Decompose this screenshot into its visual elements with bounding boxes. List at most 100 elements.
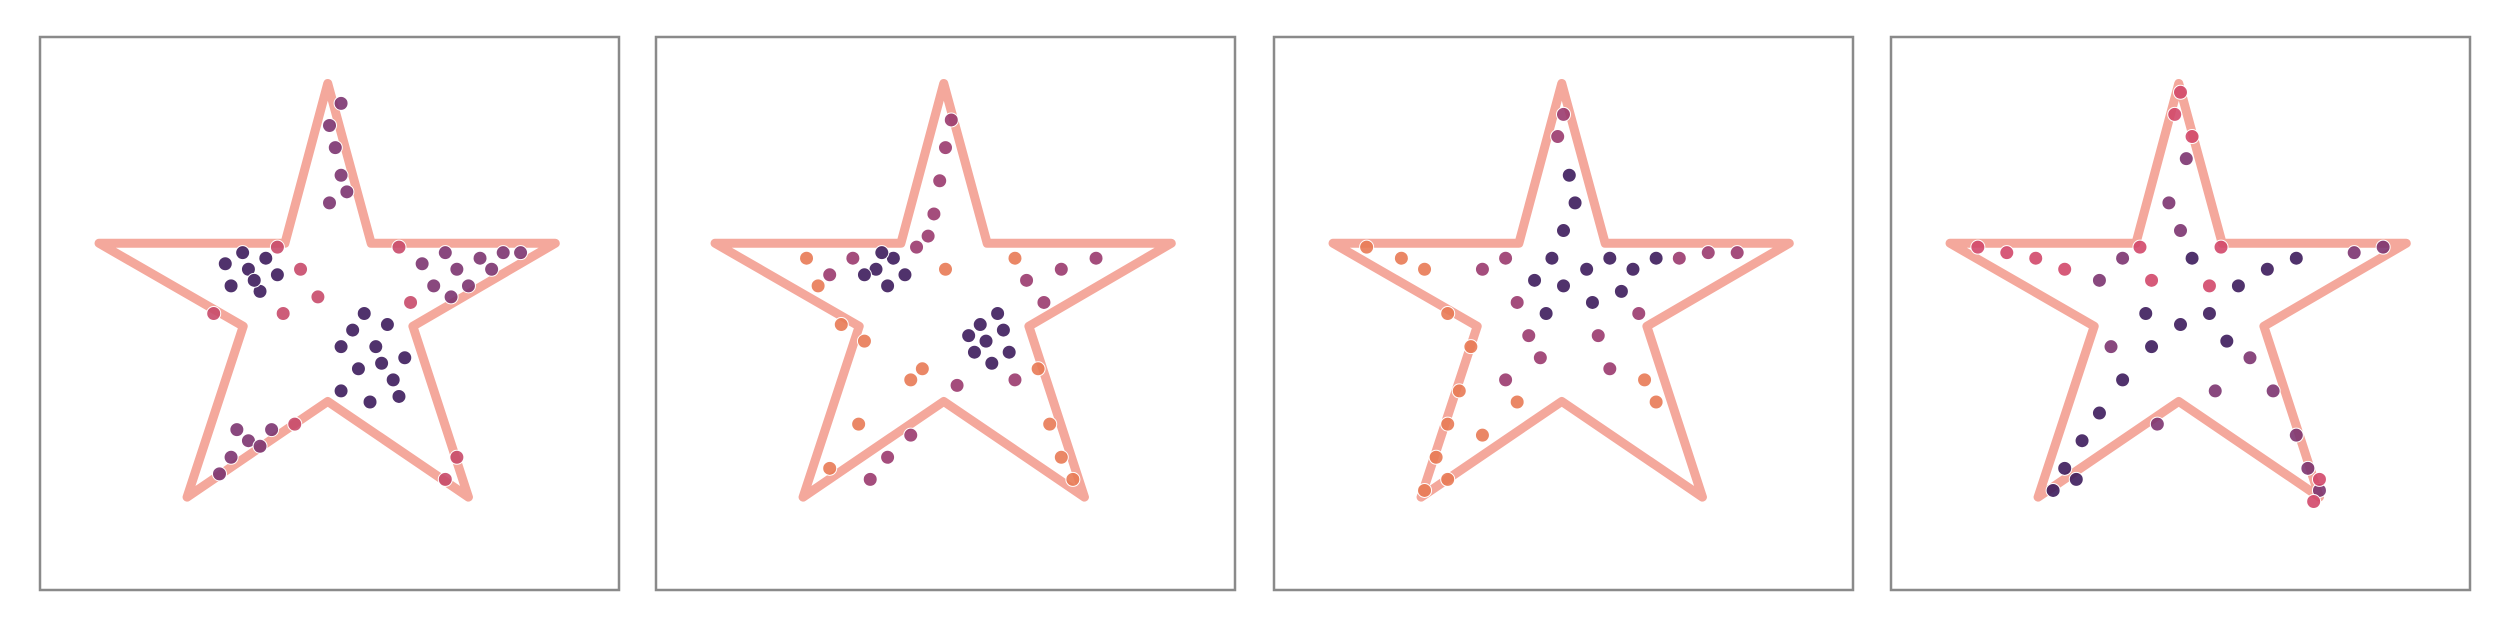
- point: [1700, 245, 1716, 261]
- point: [1509, 294, 1525, 310]
- point: [1474, 427, 1490, 443]
- point: [1001, 344, 1017, 360]
- point: [2028, 250, 2044, 266]
- point: [984, 355, 1000, 371]
- point: [1440, 471, 1456, 487]
- point: [1498, 372, 1514, 388]
- point: [2300, 460, 2316, 476]
- point: [391, 388, 407, 404]
- point: [2103, 339, 2119, 355]
- point: [223, 449, 239, 465]
- point: [880, 278, 896, 294]
- point: [437, 245, 453, 261]
- panel-frame: [1272, 35, 1855, 592]
- point: [995, 322, 1011, 338]
- point: [2178, 151, 2194, 167]
- point: [403, 294, 419, 310]
- point: [1556, 106, 1571, 122]
- point: [426, 278, 442, 294]
- point: [2057, 460, 2073, 476]
- point: [1440, 306, 1456, 321]
- point: [926, 206, 942, 222]
- point: [909, 239, 925, 255]
- point: [2201, 306, 2217, 321]
- point: [2311, 471, 2327, 487]
- point: [1474, 261, 1490, 277]
- point: [391, 239, 407, 255]
- point: [2306, 494, 2322, 510]
- point: [397, 350, 413, 366]
- point: [460, 278, 476, 294]
- point: [978, 333, 994, 349]
- star-boundary: [710, 78, 1176, 502]
- point: [966, 344, 982, 360]
- point: [2201, 278, 2217, 294]
- point: [1359, 239, 1375, 255]
- point: [2115, 250, 2131, 266]
- point: [443, 289, 459, 305]
- point: [310, 289, 326, 305]
- point: [1729, 245, 1745, 261]
- point: [2132, 239, 2148, 255]
- point: [1970, 239, 1986, 255]
- point: [1007, 372, 1023, 388]
- point: [2230, 278, 2246, 294]
- point: [943, 112, 959, 128]
- point: [374, 355, 390, 371]
- point: [2265, 383, 2281, 399]
- point: [211, 466, 227, 482]
- point: [2207, 383, 2223, 399]
- point: [1561, 167, 1577, 183]
- point: [799, 250, 815, 266]
- point: [1590, 328, 1606, 344]
- star-boundary: [94, 78, 560, 502]
- point: [495, 245, 511, 261]
- point: [449, 261, 465, 277]
- point: [258, 250, 274, 266]
- point: [1036, 294, 1052, 310]
- point: [2045, 482, 2061, 498]
- point: [1053, 449, 1069, 465]
- point: [269, 267, 285, 283]
- point: [350, 361, 366, 377]
- point: [385, 372, 401, 388]
- point: [1509, 394, 1525, 410]
- point: [2144, 272, 2160, 288]
- point: [2219, 333, 2235, 349]
- point: [1631, 306, 1647, 321]
- point: [1579, 261, 1595, 277]
- point: [2173, 223, 2188, 239]
- point: [2184, 129, 2200, 145]
- panel: [1889, 35, 2472, 592]
- point: [862, 471, 878, 487]
- point: [2115, 372, 2131, 388]
- point: [379, 317, 395, 333]
- point: [333, 167, 349, 183]
- point: [322, 195, 337, 211]
- point: [822, 267, 838, 283]
- point: [1030, 361, 1046, 377]
- point: [1498, 250, 1514, 266]
- point: [275, 306, 291, 321]
- point: [1463, 339, 1479, 355]
- point: [903, 372, 919, 388]
- point: [1648, 250, 1664, 266]
- point: [2375, 239, 2391, 255]
- point: [2161, 195, 2177, 211]
- point: [229, 422, 245, 438]
- star-boundary: [1945, 78, 2411, 502]
- point: [856, 333, 872, 349]
- point: [2167, 106, 2183, 122]
- point: [1053, 261, 1069, 277]
- star-boundary: [1328, 78, 1794, 502]
- point: [333, 339, 349, 355]
- point: [2149, 416, 2165, 432]
- point: [2242, 350, 2258, 366]
- panel-frame: [654, 35, 1237, 592]
- point: [333, 383, 349, 399]
- point: [339, 184, 355, 200]
- point: [914, 361, 930, 377]
- panel: [654, 35, 1237, 592]
- point: [2091, 405, 2107, 421]
- point: [833, 317, 849, 333]
